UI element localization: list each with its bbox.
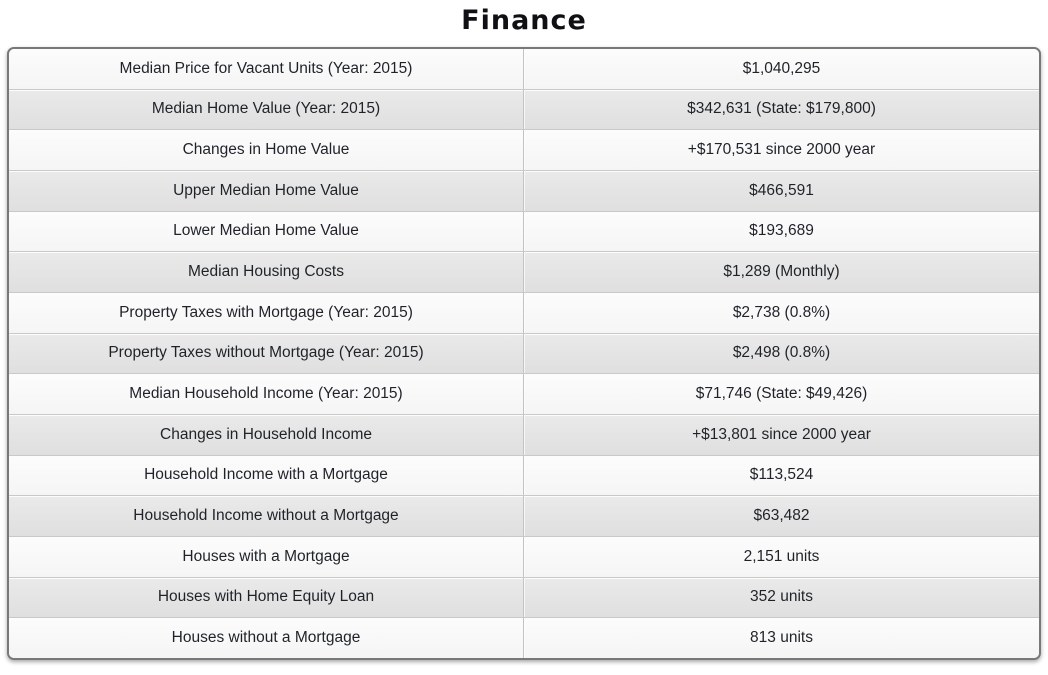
row-value: $2,738 (0.8%) <box>524 293 1039 333</box>
row-value: 2,151 units <box>524 537 1039 577</box>
row-label: Upper Median Home Value <box>9 171 524 211</box>
table-row: Median Housing Costs $1,289 (Monthly) <box>9 251 1039 293</box>
row-value: $63,482 <box>524 496 1039 536</box>
row-label: Changes in Home Value <box>9 130 524 171</box>
row-label: Houses with Home Equity Loan <box>9 577 524 618</box>
row-label: Median Price for Vacant Units (Year: 201… <box>9 49 524 89</box>
row-label: Household Income with a Mortgage <box>9 455 524 496</box>
table-row: Upper Median Home Value $466,591 <box>9 170 1039 211</box>
row-value: $71,746 (State: $49,426) <box>524 374 1039 414</box>
row-value: 352 units <box>524 578 1039 618</box>
row-label: Median Home Value (Year: 2015) <box>9 89 524 130</box>
row-value: $2,498 (0.8%) <box>524 334 1039 374</box>
row-label: Property Taxes with Mortgage (Year: 2015… <box>9 293 524 333</box>
row-value: $1,040,295 <box>524 49 1039 89</box>
page-title: Finance <box>461 5 587 36</box>
row-label: Changes in Household Income <box>9 415 524 455</box>
row-value: $1,289 (Monthly) <box>524 252 1039 292</box>
table-row: Houses with Home Equity Loan 352 units <box>9 576 1039 618</box>
row-label: Median Household Income (Year: 2015) <box>9 374 524 415</box>
row-value: $466,591 <box>524 171 1039 211</box>
row-label: Lower Median Home Value <box>9 211 524 252</box>
table-row: Household Income without a Mortgage $63,… <box>9 495 1039 537</box>
row-label: Houses with a Mortgage <box>9 537 524 577</box>
table-row: Median Household Income (Year: 2015) $71… <box>9 373 1039 415</box>
row-value: $342,631 (State: $179,800) <box>524 90 1039 130</box>
row-label: Property Taxes without Mortgage (Year: 2… <box>9 333 524 374</box>
table-row: Houses with a Mortgage 2,151 units <box>9 536 1039 577</box>
row-value: $193,689 <box>524 212 1039 252</box>
row-value: +$170,531 since 2000 year <box>524 130 1039 170</box>
table-row: Property Taxes without Mortgage (Year: 2… <box>9 332 1039 374</box>
table-row: Median Home Value (Year: 2015) $342,631 … <box>9 88 1039 130</box>
table-row: Changes in Household Income +$13,801 sin… <box>9 414 1039 455</box>
row-label: Median Housing Costs <box>9 252 524 293</box>
row-value: $113,524 <box>524 456 1039 496</box>
table-row: Property Taxes with Mortgage (Year: 2015… <box>9 292 1039 333</box>
table-row: Changes in Home Value +$170,531 since 20… <box>9 129 1039 171</box>
finance-table: Median Price for Vacant Units (Year: 201… <box>7 47 1041 660</box>
row-label: Household Income without a Mortgage <box>9 496 524 537</box>
table-row: Household Income with a Mortgage $113,52… <box>9 454 1039 496</box>
table-row: Lower Median Home Value $193,689 <box>9 210 1039 252</box>
row-value: 813 units <box>524 618 1039 658</box>
row-value: +$13,801 since 2000 year <box>524 415 1039 455</box>
row-label: Houses without a Mortgage <box>9 618 524 658</box>
table-row: Median Price for Vacant Units (Year: 201… <box>9 49 1039 89</box>
table-row: Houses without a Mortgage 813 units <box>9 617 1039 658</box>
